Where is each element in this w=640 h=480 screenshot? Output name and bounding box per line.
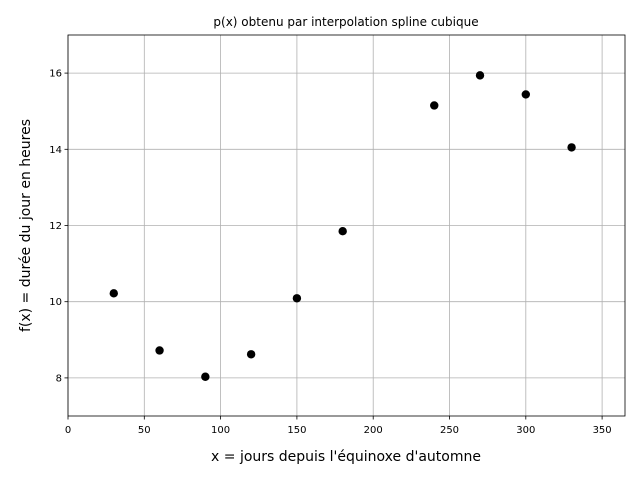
data-point (475, 71, 485, 80)
y-tick-label: 10 (49, 297, 62, 308)
y-axis-label: f(x) = durée du jour en heures (18, 119, 34, 332)
data-point (338, 227, 347, 236)
y-tick-label: 12 (49, 221, 62, 232)
x-tick-label: 250 (440, 425, 459, 436)
data-point (521, 90, 531, 99)
scatter-points (109, 71, 576, 381)
y-tick-label: 16 (49, 69, 62, 80)
data-point (567, 143, 576, 152)
data-point (155, 346, 164, 355)
x-tick-label: 300 (516, 425, 535, 436)
data-point (109, 289, 118, 298)
data-point (292, 294, 302, 303)
chart-title: p(x) obtenu par interpolation spline cub… (213, 15, 478, 29)
x-tick-label: 350 (593, 425, 612, 436)
y-tick-label: 8 (56, 373, 62, 384)
y-tick-label: 14 (49, 145, 62, 156)
x-axis-label: x = jours depuis l'équinoxe d'automne (211, 449, 481, 465)
x-tick-label: 200 (364, 425, 383, 436)
plot-frame (67, 34, 626, 417)
x-tick-label: 0 (65, 425, 71, 436)
x-tick-label: 150 (287, 425, 306, 436)
data-point (430, 101, 439, 110)
x-tick-label: 50 (138, 425, 151, 436)
data-point (246, 350, 256, 359)
grid (67, 35, 625, 416)
x-tick-label: 100 (211, 425, 230, 436)
data-point (201, 372, 210, 381)
axis-ticks: 0 50 100 150 200 250 300 350 8 10 12 14 16 (49, 69, 611, 436)
